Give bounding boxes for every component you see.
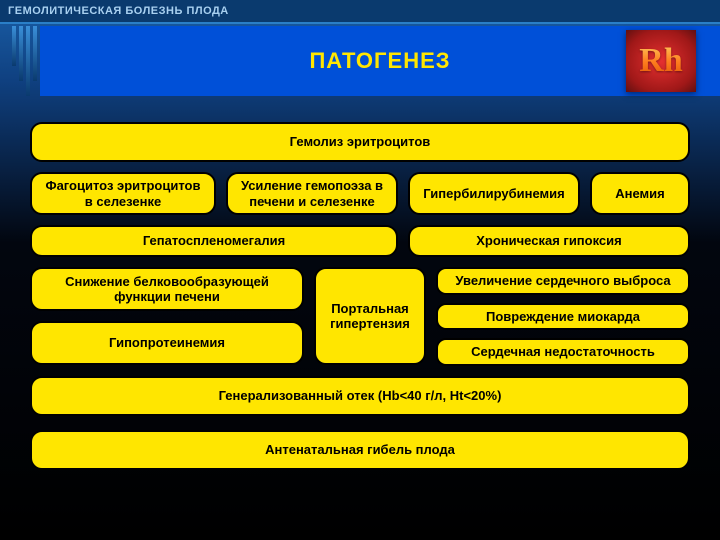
box-portal-hypertension: Портальная гипертензия bbox=[314, 267, 426, 365]
box-phagocytosis: Фагоцитоз эритроцитов в селезенке bbox=[30, 172, 216, 215]
flowchart-content: Гемолиз эритроцитов Фагоцитоз эритроцито… bbox=[0, 110, 720, 484]
box-hemolysis: Гемолиз эритроцитов bbox=[30, 122, 690, 162]
box-anemia: Анемия bbox=[590, 172, 690, 215]
row-effects-2: Гепатоспленомегалия Хроническая гипоксия bbox=[30, 225, 690, 257]
decorative-lines bbox=[12, 26, 40, 96]
box-hyperbilirubinemia: Гипербилирубинемия bbox=[408, 172, 580, 215]
row-effects-3: Снижение белковообразующей функции печен… bbox=[30, 267, 690, 366]
box-chronic-hypoxia: Хроническая гипоксия bbox=[408, 225, 690, 257]
col-liver: Снижение белковообразующей функции печен… bbox=[30, 267, 304, 366]
rh-badge-text: Rh bbox=[639, 42, 682, 80]
box-protein-reduction: Снижение белковообразующей функции печен… bbox=[30, 267, 304, 311]
box-cardiac-output: Увеличение сердечного выброса bbox=[436, 267, 690, 295]
row-hemolysis: Гемолиз эритроцитов bbox=[30, 122, 690, 162]
row-edema: Генерализованный отек (Hb<40 г/л, Ht<20%… bbox=[30, 376, 690, 416]
box-hypoproteinemia: Гипопротеинемия bbox=[30, 321, 304, 365]
page-title: ПАТОГЕНЕЗ bbox=[309, 48, 450, 74]
title-area: ПАТОГЕНЕЗ bbox=[40, 26, 720, 96]
box-antenatal-death: Антенатальная гибель плода bbox=[30, 430, 690, 470]
rh-badge: Rh bbox=[626, 30, 696, 92]
col-cardiac: Увеличение сердечного выброса Повреждени… bbox=[436, 267, 690, 366]
box-heart-failure: Сердечная недостаточность bbox=[436, 338, 690, 366]
header-subtitle: ГЕМОЛИТИЧЕСКАЯ БОЛЕЗНЬ ПЛОДА bbox=[8, 5, 229, 17]
header-bar: ГЕМОЛИТИЧЕСКАЯ БОЛЕЗНЬ ПЛОДА bbox=[0, 0, 720, 24]
col-portal: Портальная гипертензия bbox=[314, 267, 426, 366]
row-death: Антенатальная гибель плода bbox=[30, 430, 690, 470]
box-generalized-edema: Генерализованный отек (Hb<40 г/л, Ht<20%… bbox=[30, 376, 690, 416]
box-myocardial-damage: Повреждение миокарда bbox=[436, 303, 690, 331]
box-hepatosplenomegaly: Гепатоспленомегалия bbox=[30, 225, 398, 257]
row-effects-1: Фагоцитоз эритроцитов в селезенке Усилен… bbox=[30, 172, 690, 215]
box-hemopoesis: Усиление гемопоэза в печени и селезенке bbox=[226, 172, 398, 215]
